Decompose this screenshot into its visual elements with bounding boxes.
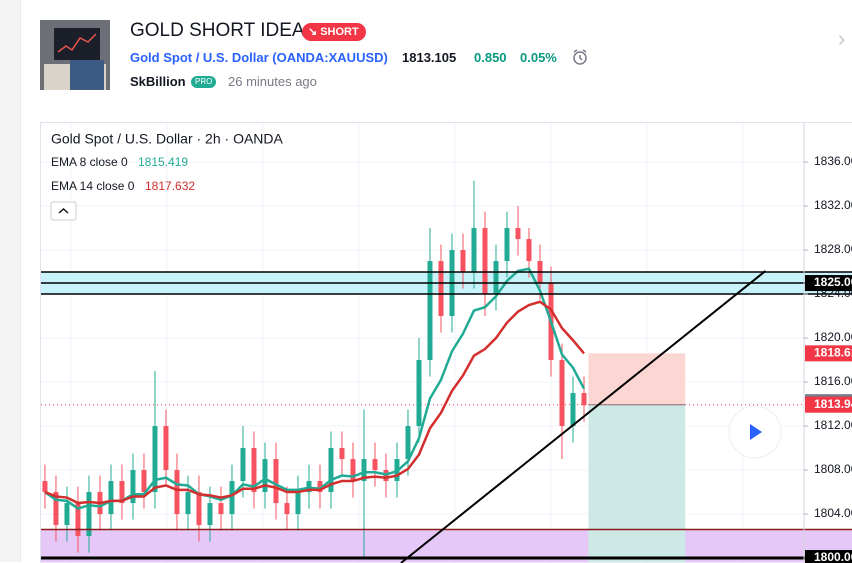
author[interactable]: SkBillion — [130, 74, 186, 89]
y-tick-label: 1832.00 — [814, 198, 852, 212]
candle-body — [295, 492, 301, 515]
symbol[interactable]: Gold Spot / U.S. Dollar (OANDA:XAUUSD) — [130, 50, 388, 65]
y-tick-label: 1836.00 — [814, 154, 852, 168]
candle-body — [163, 426, 169, 471]
candle-body — [108, 481, 114, 515]
y-tick-label: 1812.00 — [814, 418, 852, 432]
candle-body — [482, 228, 488, 295]
candle-body — [152, 426, 158, 493]
candle-body — [350, 459, 356, 482]
y-tick-label: 1804.00 — [814, 506, 852, 520]
candle-body — [119, 481, 125, 504]
indicator-name: EMA 8 close 0 — [51, 155, 128, 169]
symbol-code[interactable]: (OANDA:XAUUSD) — [272, 50, 388, 65]
candle-body — [75, 503, 81, 537]
candle-body — [526, 239, 532, 262]
direction-badge: ↘ SHORT — [302, 23, 366, 41]
candle-body — [185, 492, 191, 515]
candle-body — [405, 426, 411, 460]
candle-body — [284, 503, 290, 515]
ema-line — [44, 267, 586, 510]
candle-body — [64, 503, 70, 526]
sidebar — [0, 0, 21, 562]
candle-body — [53, 492, 59, 526]
candle-body — [515, 228, 521, 240]
play-icon[interactable] — [750, 424, 762, 440]
collapse-icon[interactable] — [58, 207, 69, 214]
change: 0.850 — [474, 50, 507, 65]
price-label: 1813.94 — [814, 397, 852, 411]
candle-body — [229, 481, 235, 515]
candle-body — [141, 470, 147, 493]
idea-title: GOLD SHORT IDEA — [130, 20, 305, 41]
indicator-value: 1817.632 — [145, 179, 195, 193]
candle-body — [207, 503, 213, 526]
price-label-bg — [805, 275, 852, 292]
y-tick-label: 1816.00 — [814, 374, 852, 388]
candle-body — [471, 228, 477, 273]
candle-body — [460, 250, 466, 273]
author-badge: PRO — [191, 76, 217, 88]
candle-body — [130, 470, 136, 504]
candle-body — [493, 261, 499, 295]
candle-body — [317, 481, 323, 493]
candle-body — [273, 459, 279, 504]
candle-body — [86, 492, 92, 537]
time: 26 minutes ago — [228, 74, 317, 89]
chart: 1804.001808.001812.001816.001820.001824.… — [40, 122, 852, 563]
symbol-name[interactable]: Gold Spot / U.S. Dollar — [130, 50, 269, 65]
change-pct: 0.05% — [520, 50, 557, 65]
price-label-bg — [805, 345, 852, 362]
candle-body — [570, 393, 576, 427]
alert-icon[interactable] — [570, 47, 590, 67]
candle-body — [240, 448, 246, 482]
next-arrow[interactable]: › — [838, 26, 846, 51]
direction-text: SHORT — [320, 26, 359, 38]
candle-body — [438, 261, 444, 317]
target-zone — [588, 404, 686, 563]
y-tick-label: 1828.00 — [814, 242, 852, 256]
candle-body — [42, 481, 48, 493]
y-tick-label: 1808.00 — [814, 462, 852, 476]
candle-body — [328, 448, 334, 493]
candle-body — [559, 360, 565, 427]
candle-body — [581, 393, 587, 406]
candle-body — [361, 459, 367, 482]
trendline — [400, 270, 767, 563]
price: 1813.105 — [402, 50, 457, 65]
candle-body — [416, 360, 422, 427]
candle-body — [174, 470, 180, 515]
candle-body — [196, 492, 202, 526]
candle-body — [504, 228, 510, 262]
thumbnail[interactable] — [40, 20, 110, 90]
candle-body — [251, 448, 257, 493]
price-label: 1818.61 — [814, 346, 852, 360]
candle-body — [218, 503, 224, 515]
price-label-bg — [805, 550, 852, 563]
candle-body — [339, 448, 345, 460]
indicator-value: 1815.419 — [138, 155, 188, 169]
price-label: 1825.00 — [814, 275, 852, 289]
candle-body — [372, 459, 378, 471]
price-label-bg — [805, 396, 852, 413]
collapse-button[interactable] — [50, 201, 77, 221]
ema-line — [44, 300, 585, 505]
candle-body — [427, 261, 433, 361]
y-tick-label: 1820.00 — [814, 330, 852, 344]
stop-zone — [588, 353, 686, 405]
indicator-name: EMA 14 close 0 — [51, 179, 135, 193]
chart-title: Gold Spot / U.S. Dollar · 2h · OANDA — [51, 131, 284, 147]
arrow-icon: ↘ — [308, 26, 318, 38]
price-label: 1800.00 — [814, 550, 852, 563]
candle-body — [262, 459, 268, 493]
